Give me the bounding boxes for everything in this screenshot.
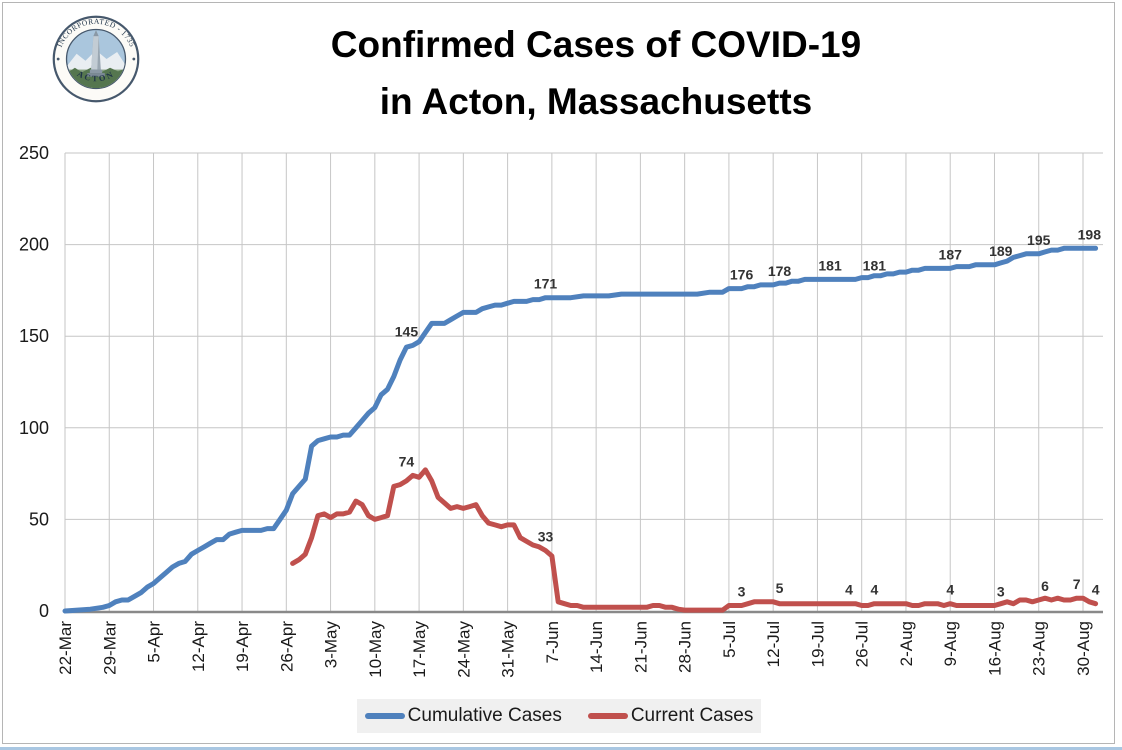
x-tick-label: 2-Aug xyxy=(897,621,916,666)
data-label: 145 xyxy=(395,323,419,339)
x-tick-label: 28-Jun xyxy=(676,621,695,673)
x-tick-label: 29-Mar xyxy=(100,621,119,675)
current-cases-line-swatch xyxy=(587,713,628,719)
x-tick-label: 7-Jun xyxy=(543,621,562,664)
trees-icon xyxy=(66,67,126,89)
data-label: 4 xyxy=(845,582,853,598)
data-label: 178 xyxy=(768,263,792,279)
data-label: 189 xyxy=(989,243,1013,259)
obelisk-tip xyxy=(93,29,99,37)
chart-title-line1: Confirmed Cases of COVID-19 xyxy=(330,24,862,65)
seal-scene xyxy=(66,29,126,89)
data-label: 171 xyxy=(534,276,558,292)
data-label: 74 xyxy=(399,453,415,469)
x-tick-label: 19-Jul xyxy=(808,621,827,667)
chart-title: Confirmed Cases of COVID-19 in Acton, Ma… xyxy=(130,16,1062,130)
bottom-accent-line xyxy=(0,747,1122,750)
y-tick-label: 50 xyxy=(29,509,49,529)
x-tick-label: 17-May xyxy=(410,621,429,678)
x-tick-label: 26-Apr xyxy=(277,621,296,672)
data-label: 181 xyxy=(818,257,842,273)
monument-step xyxy=(89,69,103,74)
x-tick-label: 3-May xyxy=(322,621,341,669)
seal-left-ornament xyxy=(56,57,60,61)
y-tick-label: 200 xyxy=(19,235,49,255)
data-label: 198 xyxy=(1078,226,1102,242)
x-tick-label: 19-Apr xyxy=(233,621,252,672)
y-tick-label: 0 xyxy=(39,601,49,621)
legend-label-cumulative-cases: Cumulative Cases xyxy=(407,705,562,726)
data-label: 3 xyxy=(738,584,746,600)
x-tick-label: 5-Jul xyxy=(720,621,739,658)
series-line-cumulative-cases xyxy=(62,245,1099,614)
data-label: 4 xyxy=(1092,582,1100,598)
x-tick-label: 24-May xyxy=(454,621,473,678)
data-label: 181 xyxy=(863,257,887,273)
data-label: 33 xyxy=(538,529,554,545)
x-tick-label: 14-Jun xyxy=(587,621,606,673)
x-tick-label: 9-Aug xyxy=(941,621,960,666)
series-line-current-cases xyxy=(290,467,1099,613)
y-tick-label: 100 xyxy=(19,418,49,438)
obelisk-highlight xyxy=(91,36,99,70)
cumulative-cases-line-swatch xyxy=(364,713,405,719)
x-tick-label: 26-Jul xyxy=(853,621,872,667)
data-label: 6 xyxy=(1041,578,1049,594)
data-label: 7 xyxy=(1073,576,1081,592)
y-tick-label: 150 xyxy=(19,326,49,346)
x-tick-label: 31-May xyxy=(499,621,518,678)
x-tick-label: 12-Apr xyxy=(189,621,208,672)
data-label: 195 xyxy=(1027,232,1051,248)
data-label: 187 xyxy=(939,246,963,262)
chart-legend: Cumulative Cases Current Cases xyxy=(357,699,761,733)
data-label: 176 xyxy=(730,267,754,283)
acton-town-seal-logo: INCORPORATED - 1735 ACTON xyxy=(52,15,140,103)
x-tick-label: 12-Jul xyxy=(764,621,783,667)
x-tick-label: 5-Apr xyxy=(145,621,164,663)
legend-label-current-cases: Current Cases xyxy=(630,705,754,726)
seal-right-ornament xyxy=(132,57,136,61)
x-tick-label: 16-Aug xyxy=(985,621,1004,676)
x-tick-label: 10-May xyxy=(366,621,385,678)
data-label: 4 xyxy=(946,582,954,598)
monument-base xyxy=(87,73,105,77)
data-label: 5 xyxy=(776,580,784,596)
chart-title-line2: in Acton, Massachusetts xyxy=(379,81,813,122)
x-tick-label: 21-Jun xyxy=(631,621,650,673)
x-tick-label: 30-Aug xyxy=(1074,621,1093,676)
legend-item-cumulative-cases: Cumulative Cases xyxy=(364,705,562,727)
y-tick-label: 250 xyxy=(19,143,49,163)
data-label: 3 xyxy=(997,584,1005,600)
x-tick-label: 23-Aug xyxy=(1030,621,1049,676)
data-label: 4 xyxy=(870,582,878,598)
legend-item-current-cases: Current Cases xyxy=(587,705,754,727)
x-tick-label: 22-Mar xyxy=(56,621,75,675)
